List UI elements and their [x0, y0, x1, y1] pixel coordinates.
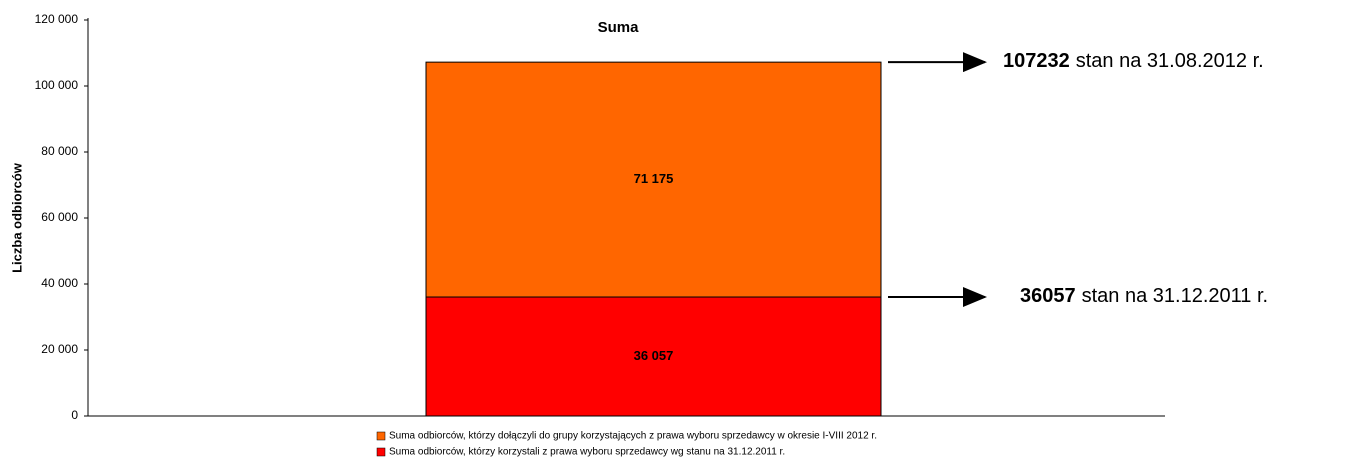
- data-label: 36 057: [634, 348, 674, 363]
- legend-swatch: [376, 431, 386, 441]
- bar-segment: [425, 61, 882, 298]
- chart-title: Suma: [598, 19, 640, 36]
- y-tick-label: 20 000: [41, 342, 78, 356]
- bar-segment: [425, 296, 882, 417]
- y-tick-label: 0: [71, 408, 78, 422]
- y-tick-label: 60 000: [41, 210, 78, 224]
- annotation: 36057 stan na 31.12.2011 r.: [1020, 285, 1268, 307]
- annotation-value: 107232: [1003, 50, 1070, 72]
- legend-label: Suma odbiorców, którzy dołączyli do grup…: [389, 431, 877, 442]
- y-tick-label: 100 000: [35, 78, 79, 92]
- annotation-text: stan na 31.08.2012 r.: [1076, 50, 1264, 72]
- legend-label: Suma odbiorców, którzy korzystali z praw…: [389, 447, 785, 458]
- y-tick-label: 80 000: [41, 144, 78, 158]
- y-tick-label: 40 000: [41, 276, 78, 290]
- annotation-value: 36057: [1020, 285, 1076, 307]
- data-label: 71 175: [634, 171, 674, 186]
- y-tick-label: 120 000: [35, 12, 79, 26]
- legend-swatch: [376, 447, 386, 457]
- y-axis-label: Liczba odbiorców: [9, 162, 24, 273]
- annotation: 107232 stan na 31.08.2012 r.: [1003, 50, 1264, 72]
- annotation-text: stan na 31.12.2011 r.: [1082, 285, 1268, 307]
